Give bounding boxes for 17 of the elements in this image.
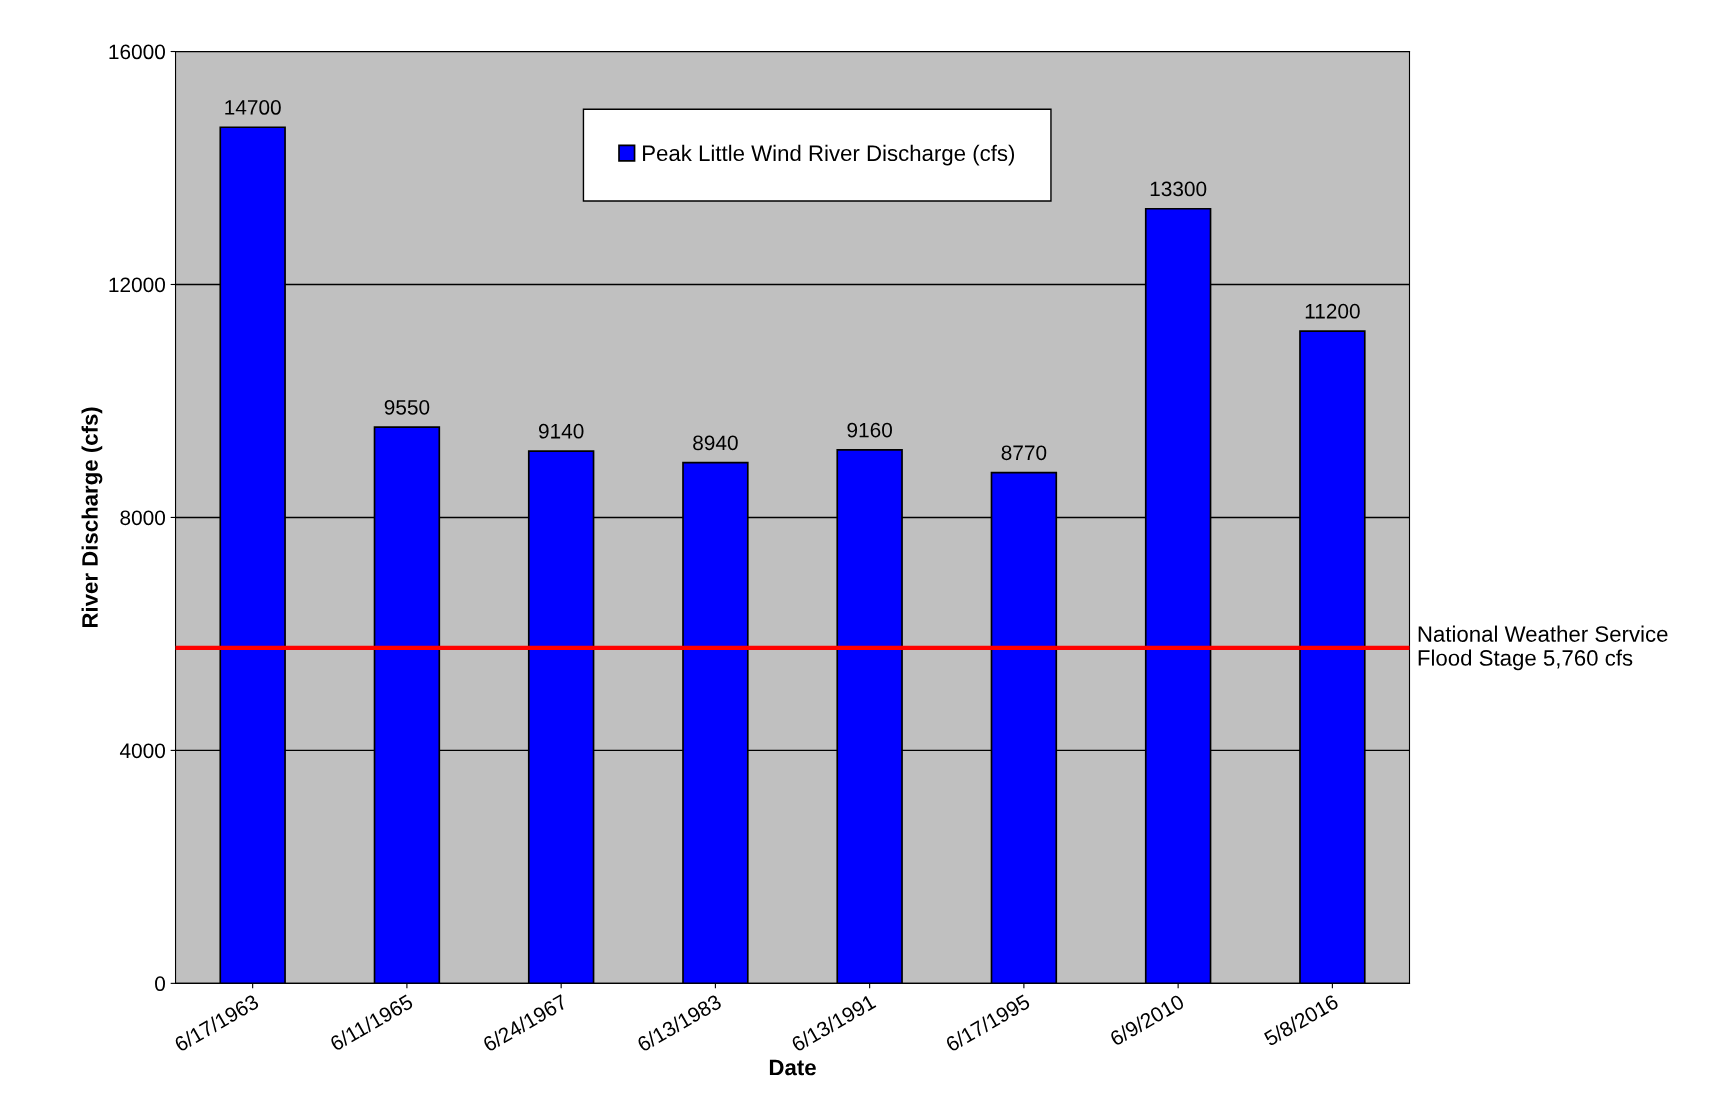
y-tick-label: 16000 (109, 44, 166, 60)
y-tick-label: 4000 (119, 743, 166, 759)
data-label: 9550 (384, 399, 430, 415)
x-axis-title: Date (769, 1059, 816, 1076)
ref-line-label: National Weather Service Flood Stage 5,760 cfs (1418, 625, 1668, 671)
data-label: 8770 (1001, 445, 1047, 461)
y-tick-label: 0 (155, 976, 166, 992)
y-axis-title: River Discharge (cfs) (81, 407, 103, 628)
data-label: 13300 (1150, 181, 1207, 197)
data-label: 9160 (847, 422, 892, 438)
data-label: 11200 (1305, 303, 1360, 319)
y-tick-label: 8000 (120, 510, 166, 526)
data-label: 9140 (538, 423, 584, 439)
legend-label: Peak Little Wind River Discharge (cfs) (643, 144, 1015, 166)
data-label: 8940 (693, 435, 738, 451)
y-tick-label: 12000 (109, 277, 166, 293)
data-label: 14700 (225, 100, 281, 115)
